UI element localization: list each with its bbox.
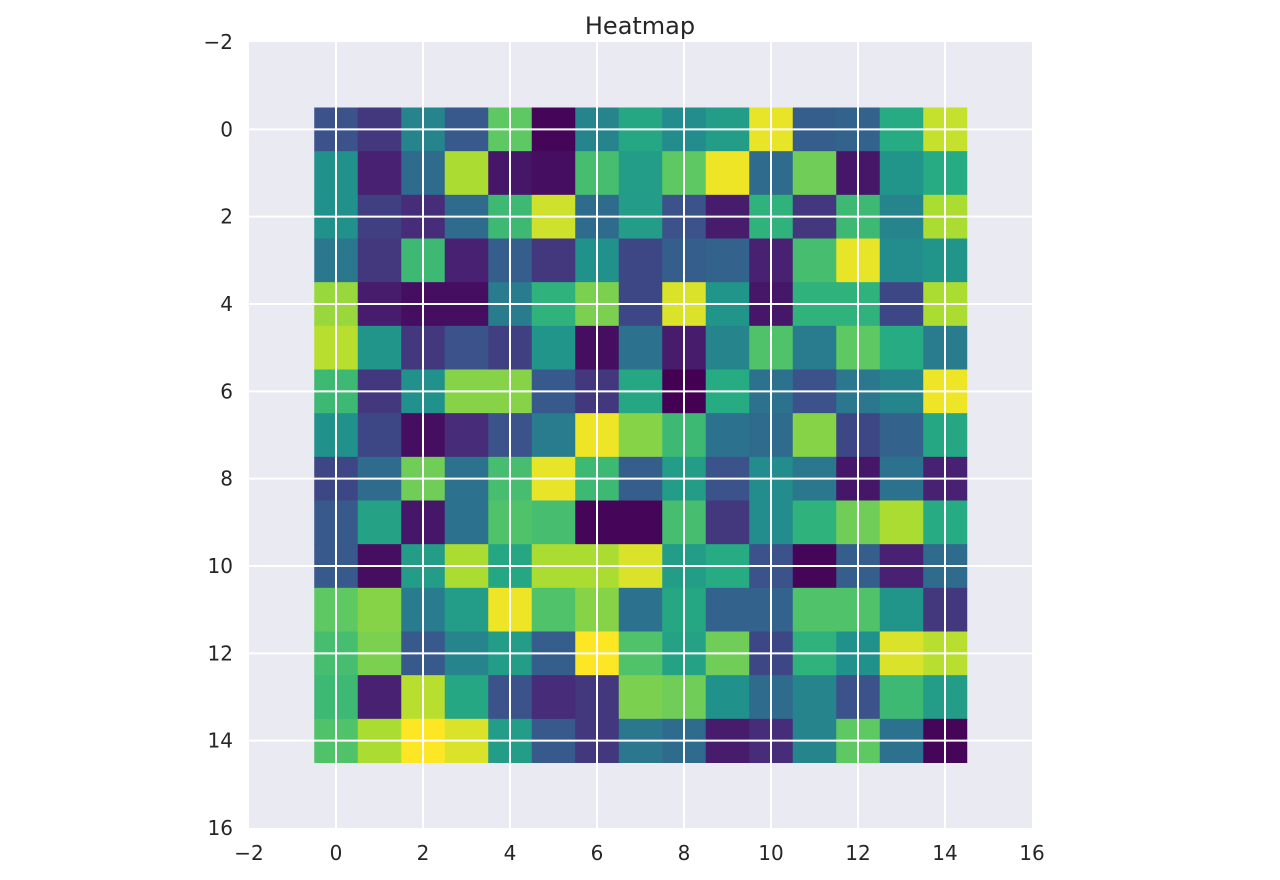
x-tick-label-8: 14 bbox=[932, 841, 957, 865]
heatmap-cell-r11-c3 bbox=[444, 587, 489, 632]
x-tick-label-5: 8 bbox=[678, 841, 691, 865]
heatmap-cell-r1-c5 bbox=[531, 151, 576, 196]
heatmap-cell-r1-c11 bbox=[792, 151, 837, 196]
heatmap-cell-r3-c1 bbox=[357, 238, 402, 283]
chart-title: Heatmap bbox=[585, 12, 695, 40]
heatmap-cell-r5-c3 bbox=[444, 325, 489, 370]
heatmap-cell-r7-c11 bbox=[792, 413, 837, 458]
y-tick-label-2: 2 bbox=[220, 205, 233, 229]
x-tick-label-4: 6 bbox=[591, 841, 604, 865]
y-tick-label-8: 14 bbox=[208, 729, 233, 753]
heatmap-cell-r9-c1 bbox=[357, 500, 402, 545]
y-axis-ticks: −2 0 2 4 6 8 10 12 14 16 bbox=[204, 30, 233, 840]
y-tick-label-5: 8 bbox=[220, 467, 233, 491]
x-tick-label-0: −2 bbox=[234, 841, 263, 865]
heatmap-cell-r13-c7 bbox=[618, 675, 663, 720]
y-tick-label-1: 0 bbox=[220, 117, 233, 141]
y-tick-label-0: −2 bbox=[204, 30, 233, 54]
x-tick-label-9: 16 bbox=[1019, 841, 1044, 865]
heatmap-cell-r3-c5 bbox=[531, 238, 576, 283]
x-tick-label-7: 12 bbox=[845, 841, 870, 865]
heatmap-cell-r9-c3 bbox=[444, 500, 489, 545]
heatmap-cell-r1-c7 bbox=[618, 151, 663, 196]
heatmap-cell-r11-c5 bbox=[531, 587, 576, 632]
heatmap-cell-r5-c5 bbox=[531, 325, 576, 370]
heatmap-cell-r11-c9 bbox=[705, 587, 750, 632]
x-tick-label-1: 0 bbox=[330, 841, 343, 865]
heatmap-cell-r9-c9 bbox=[705, 500, 750, 545]
heatmap-cell-r13-c9 bbox=[705, 675, 750, 720]
heatmap-cells bbox=[314, 107, 968, 763]
heatmap-cell-r3-c9 bbox=[705, 238, 750, 283]
heatmap-cell-r5-c13 bbox=[879, 325, 924, 370]
y-tick-label-7: 12 bbox=[208, 641, 233, 665]
heatmap-cell-r7-c9 bbox=[705, 413, 750, 458]
x-tick-label-3: 4 bbox=[504, 841, 517, 865]
heatmap-cell-r11-c1 bbox=[357, 587, 402, 632]
heatmap-cell-r1-c9 bbox=[705, 151, 750, 196]
heatmap-cell-r3-c7 bbox=[618, 238, 663, 283]
heatmap-cell-r7-c5 bbox=[531, 413, 576, 458]
x-tick-label-6: 10 bbox=[758, 841, 783, 865]
heatmap-cell-r7-c13 bbox=[879, 413, 924, 458]
heatmap-cell-r13-c3 bbox=[444, 675, 489, 720]
heatmap-cell-r1-c3 bbox=[444, 151, 489, 196]
heatmap-cell-r7-c1 bbox=[357, 413, 402, 458]
heatmap-cell-r9-c5 bbox=[531, 500, 576, 545]
heatmap-cell-r5-c1 bbox=[357, 325, 402, 370]
x-axis-ticks: −2 0 2 4 6 8 10 12 14 16 bbox=[234, 841, 1044, 865]
y-tick-label-9: 16 bbox=[208, 816, 233, 840]
heatmap-cell-r9-c13 bbox=[879, 500, 924, 545]
heatmap-cell-r9-c7 bbox=[618, 500, 663, 545]
heatmap-cell-r13-c1 bbox=[357, 675, 402, 720]
heatmap-cell-r5-c11 bbox=[792, 325, 837, 370]
heatmap-cell-r13-c13 bbox=[879, 675, 924, 720]
y-tick-label-4: 6 bbox=[220, 379, 233, 403]
y-tick-label-6: 10 bbox=[208, 554, 233, 578]
heatmap-cell-r9-c11 bbox=[792, 500, 837, 545]
y-tick-label-3: 4 bbox=[220, 292, 233, 316]
heatmap-cell-r13-c11 bbox=[792, 675, 837, 720]
heatmap-cell-r5-c9 bbox=[705, 325, 750, 370]
heatmap-cell-r11-c13 bbox=[879, 587, 924, 632]
heatmap-cell-r3-c3 bbox=[444, 238, 489, 283]
heatmap-cell-r3-c11 bbox=[792, 238, 837, 283]
heatmap-cell-r11-c11 bbox=[792, 587, 837, 632]
heatmap-cell-r1-c1 bbox=[357, 151, 402, 196]
heatmap-cell-r7-c3 bbox=[444, 413, 489, 458]
grid-lines bbox=[249, 42, 1032, 828]
x-tick-label-2: 2 bbox=[417, 841, 430, 865]
heatmap-cell-r1-c13 bbox=[879, 151, 924, 196]
heatmap-cell-r3-c13 bbox=[879, 238, 924, 283]
heatmap-cell-r5-c7 bbox=[618, 325, 663, 370]
heatmap-cell-r11-c7 bbox=[618, 587, 663, 632]
heatmap-cell-r13-c5 bbox=[531, 675, 576, 720]
heatmap-cell-r7-c7 bbox=[618, 413, 663, 458]
